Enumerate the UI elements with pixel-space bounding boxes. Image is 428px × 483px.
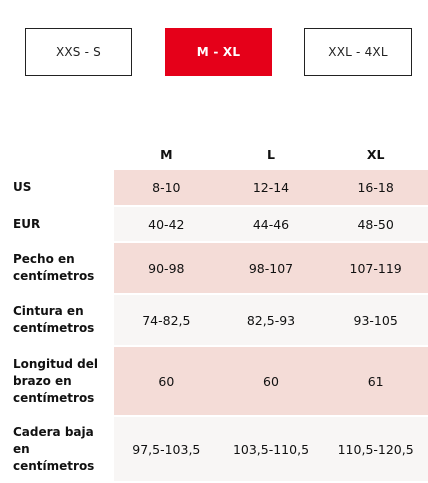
table-cell: 97,5-103,5: [114, 416, 219, 483]
table-cell: 12-14: [218, 170, 324, 207]
table-cell: 93-105: [323, 294, 428, 347]
row-label: Cadera baja en centímetros: [0, 416, 114, 483]
row-label: EUR: [0, 206, 114, 243]
row-label: Cintura en centímetros: [0, 294, 114, 347]
table-cell: 61: [323, 346, 428, 417]
size-chart-table: M L XL US 8-10 12-14 16-18 EUR 40-42 44-…: [0, 138, 428, 483]
table-cell: 103,5-110,5: [218, 416, 324, 483]
row-label: US: [0, 170, 114, 207]
table-cell: 48-50: [323, 206, 428, 243]
size-header-row: M L XL: [0, 138, 428, 170]
table-cell: 110,5-120,5: [323, 416, 428, 483]
table-row-low-hip: Cadera baja en centímetros 97,5-103,5 103,…: [0, 416, 428, 483]
table-row-arm-length: Longitud del brazo en centímetros 60 60 61: [0, 346, 428, 417]
table-cell: 90-98: [114, 242, 219, 295]
table-row-chest: Pecho en centímetros 90-98 98-107 107-119: [0, 242, 428, 295]
tab-m-xl[interactable]: M - XL: [165, 28, 272, 76]
table-cell: 98-107: [218, 242, 324, 295]
table-cell: 8-10: [114, 170, 219, 207]
table-cell: 74-82,5: [114, 294, 219, 347]
tab-xxs-s[interactable]: XXS - S: [25, 28, 132, 76]
tab-xxl-4xl[interactable]: XXL - 4XL: [304, 28, 412, 76]
table-cell: 16-18: [323, 170, 428, 207]
table-row-waist: Cintura en centímetros 74-82,5 82,5-93 93…: [0, 294, 428, 347]
table-cell: 44-46: [218, 206, 324, 243]
table-row-eur: EUR 40-42 44-46 48-50: [0, 206, 428, 243]
table-cell: 40-42: [114, 206, 219, 243]
table-cell: 60: [218, 346, 324, 417]
column-header-l: L: [267, 146, 275, 162]
column-header-xl: XL: [366, 146, 385, 162]
row-label: Pecho en centímetros: [0, 242, 114, 295]
table-cell: 60: [114, 346, 219, 417]
row-label: Longitud del brazo en centímetros: [0, 346, 114, 417]
column-header-m: M: [160, 146, 173, 162]
table-cell: 82,5-93: [218, 294, 324, 347]
table-cell: 107-119: [323, 242, 428, 295]
table-row-us: US 8-10 12-14 16-18: [0, 170, 428, 207]
header-blank-cell: [0, 138, 114, 170]
size-range-tabs: XXS - S M - XL XXL - 4XL: [0, 0, 428, 90]
